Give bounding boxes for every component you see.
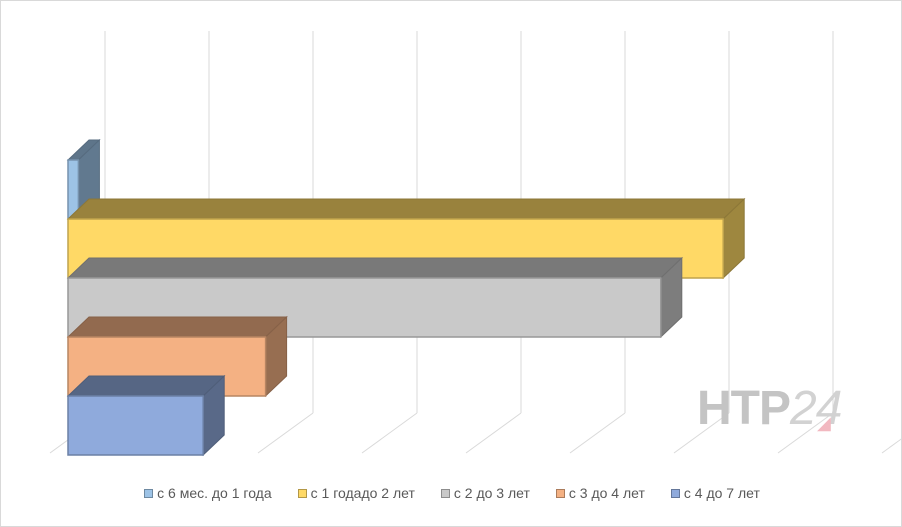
floor-gridline	[673, 412, 730, 454]
legend-swatch	[670, 488, 680, 498]
floor-gridline	[777, 412, 834, 454]
legend-swatch	[555, 488, 565, 498]
legend-label: с 4 до 7 лет	[683, 485, 760, 501]
bars	[66, 138, 746, 457]
watermark-number: 24	[790, 382, 842, 435]
floor-gridline	[257, 412, 314, 454]
bar	[66, 374, 226, 457]
legend-label: с 2 до 3 лет	[453, 485, 530, 501]
legend-swatch	[144, 488, 154, 498]
legend-label: с 6 мес. до 1 года	[157, 485, 272, 501]
legend-label: с 1 годадо 2 лет	[310, 485, 415, 501]
floor-gridline	[361, 412, 418, 454]
legend-item: с 1 годадо 2 лет	[297, 485, 415, 501]
floor-gridline	[465, 412, 522, 454]
watermark-text: НТР	[697, 382, 791, 435]
chart-legend: с 6 мес. до 1 года с 1 годадо 2 лет с 2 до…	[1, 485, 902, 501]
legend-item: с 2 до 3 лет	[440, 485, 530, 501]
bar-top-face	[66, 375, 226, 397]
legend-item: с 4 до 7 лет	[670, 485, 760, 501]
bar	[66, 256, 684, 339]
bar-front-face	[67, 395, 204, 456]
bar-top-face	[66, 198, 746, 220]
bar-top-face	[66, 257, 684, 279]
floor-gridline	[881, 438, 901, 454]
watermark-mark-icon: ◢	[817, 413, 831, 433]
legend-item: с 3 до 4 лет	[555, 485, 645, 501]
bar-chart	[49, 31, 901, 457]
floor-gridline	[569, 412, 626, 454]
legend-swatch	[297, 488, 307, 498]
legend-label: с 3 до 4 лет	[568, 485, 645, 501]
legend-swatch	[440, 488, 450, 498]
legend-item: с 6 мес. до 1 года	[144, 485, 272, 501]
ntr24-watermark-logo: НТР24	[697, 381, 842, 436]
bar-top-face	[66, 316, 288, 338]
